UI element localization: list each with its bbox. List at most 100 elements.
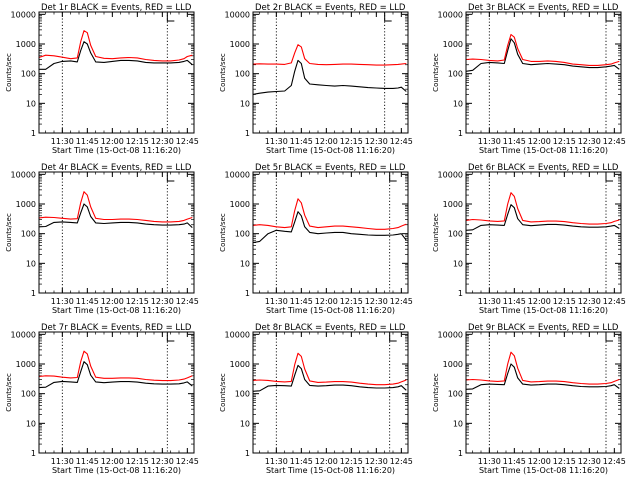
plot-frame (38, 331, 195, 454)
y-tick-label: 10000 (11, 170, 36, 179)
panel-title: Det 2r BLACK = Events, RED = LLD (255, 3, 406, 13)
chart-panel-1: Det 1r BLACK = Events, RED = LLD Counts/s… (5, 3, 199, 155)
series-lld-line (252, 352, 407, 386)
x-tick-label: 12:45 (176, 297, 199, 306)
y-tick-label: 1 (31, 129, 36, 138)
y-axis-label: Counts/sec (432, 53, 440, 92)
x-tick-label: 12:45 (390, 297, 413, 306)
x-axis-label: Start Time (15-Oct-08 11:16:20) (52, 146, 181, 155)
x-tick-label: 11:30 (478, 297, 501, 306)
interval-marker (166, 173, 175, 182)
y-axis-label: Counts/sec (432, 373, 440, 412)
interval-marker (605, 13, 613, 22)
y-axis-label: Counts/sec (219, 53, 227, 92)
y-tick-label: 1000 (230, 200, 250, 209)
series-events-line (252, 59, 407, 95)
y-tick-label: 1 (245, 289, 250, 298)
x-tick-label: 11:45 (290, 457, 313, 466)
y-axis-label: Counts/sec (432, 213, 440, 252)
y-tick-label: 1000 (16, 40, 36, 49)
x-tick-label: 11:30 (265, 457, 288, 466)
series-lld-line (38, 350, 193, 382)
y-axis-label: Counts/sec (219, 213, 227, 252)
series-lld-line (252, 44, 407, 66)
x-axis-label: Start Time (15-Oct-08 11:16:20) (479, 306, 608, 315)
y-tick-label: 1 (245, 449, 250, 458)
x-tick-label: 12:45 (603, 137, 626, 146)
y-tick-label: 100 (448, 390, 463, 399)
y-tick-label: 10 (26, 419, 36, 428)
y-tick-label: 100 (235, 390, 250, 399)
x-tick-label: 12:30 (365, 297, 388, 306)
panel-title: Det 4r BLACK = Events, RED = LLD (41, 163, 192, 173)
x-tick-label: 11:45 (76, 137, 99, 146)
x-tick-label: 11:45 (76, 297, 99, 306)
panel-title: Det 1r BLACK = Events, RED = LLD (41, 3, 192, 13)
y-tick-label: 1 (31, 449, 36, 458)
panel-title: Det 3r BLACK = Events, RED = LLD (468, 3, 619, 13)
y-tick-label: 1 (458, 289, 463, 298)
plot-frame (465, 171, 622, 294)
x-tick-label: 12:15 (126, 457, 149, 466)
panel-title: Det 5r BLACK = Events, RED = LLD (255, 163, 406, 173)
x-tick-label: 12:15 (126, 137, 149, 146)
x-axis-label: Start Time (15-Oct-08 11:16:20) (266, 146, 395, 155)
x-tick-label: 12:15 (553, 457, 576, 466)
x-tick-label: 12:00 (528, 137, 551, 146)
series-lld-line (465, 33, 620, 66)
x-tick-label: 12:30 (578, 457, 601, 466)
interval-marker (389, 173, 397, 182)
y-tick-label: 1000 (16, 200, 36, 209)
y-tick-label: 1000 (230, 40, 250, 49)
series-events-line (465, 363, 620, 390)
panel-title: Det 9r BLACK = Events, RED = LLD (468, 323, 619, 333)
interval-marker (166, 333, 175, 342)
series-lld-line (252, 198, 407, 230)
series-lld-line (465, 192, 620, 225)
plot-frame (465, 11, 622, 134)
plot-frame (38, 171, 195, 294)
series-events-line (38, 361, 193, 389)
x-tick-label: 12:30 (365, 457, 388, 466)
x-tick-label: 12:15 (553, 137, 576, 146)
y-tick-label: 100 (448, 230, 463, 239)
y-tick-label: 100 (235, 230, 250, 239)
panel-title: Det 8r BLACK = Events, RED = LLD (255, 323, 406, 333)
chart-panel-4: Det 4r BLACK = Events, RED = LLD Counts/s… (5, 163, 199, 315)
plot-frame (252, 171, 409, 294)
x-tick-label: 11:30 (265, 137, 288, 146)
x-tick-label: 12:00 (528, 297, 551, 306)
x-tick-label: 11:30 (478, 137, 501, 146)
y-tick-label: 1 (458, 449, 463, 458)
x-tick-label: 12:30 (151, 297, 174, 306)
chart-panel-9: Det 9r BLACK = Events, RED = LLD Counts/s… (432, 323, 626, 475)
x-tick-label: 11:30 (51, 137, 74, 146)
x-tick-label: 12:45 (390, 137, 413, 146)
x-tick-label: 12:00 (101, 137, 124, 146)
x-tick-label: 12:45 (603, 457, 626, 466)
panel-title: Det 7r BLACK = Events, RED = LLD (41, 323, 192, 333)
x-tick-label: 12:00 (101, 457, 124, 466)
chart-panel-5: Det 5r BLACK = Events, RED = LLD Counts/s… (219, 163, 413, 315)
x-tick-label: 12:15 (340, 457, 363, 466)
panel-title: Det 6r BLACK = Events, RED = LLD (468, 163, 619, 173)
x-tick-label: 12:30 (151, 137, 174, 146)
x-tick-label: 12:45 (603, 297, 626, 306)
x-tick-label: 12:45 (390, 457, 413, 466)
chart-panel-6: Det 6r BLACK = Events, RED = LLD Counts/s… (432, 163, 626, 315)
x-axis-label: Start Time (15-Oct-08 11:16:20) (479, 466, 608, 475)
x-tick-label: 12:00 (315, 297, 338, 306)
y-axis-label: Counts/sec (5, 53, 13, 92)
plot-frame (38, 11, 195, 134)
y-axis-label: Counts/sec (5, 213, 13, 252)
chart-panel-7: Det 7r BLACK = Events, RED = LLD Counts/s… (5, 323, 199, 475)
y-tick-label: 1000 (443, 40, 463, 49)
x-tick-label: 12:45 (176, 137, 199, 146)
x-axis-label: Start Time (15-Oct-08 11:16:20) (52, 306, 181, 315)
y-tick-label: 1 (245, 129, 250, 138)
y-tick-label: 1 (458, 129, 463, 138)
x-tick-label: 12:15 (340, 297, 363, 306)
interval-marker (384, 13, 392, 22)
x-axis-label: Start Time (15-Oct-08 11:16:20) (479, 146, 608, 155)
